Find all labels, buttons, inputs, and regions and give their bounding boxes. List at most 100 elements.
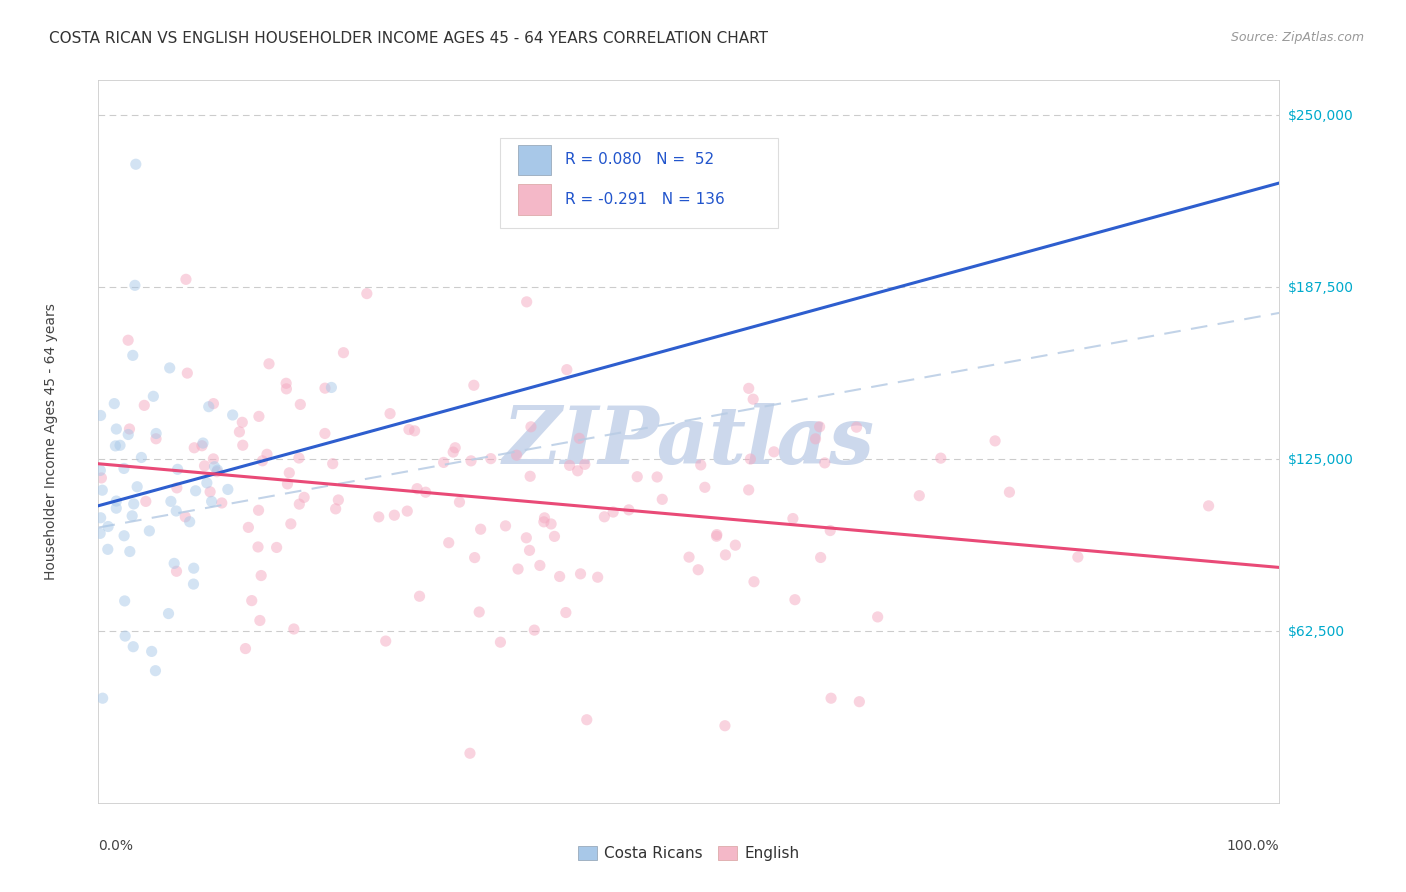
Point [356,286,378,301]
Point [602,505,624,519]
Point [145,426,167,441]
Point [105,494,128,508]
Point [191,436,214,450]
Point [221,408,243,422]
Point [121,348,143,362]
Point [292,491,315,505]
Point [197,400,219,414]
Point [228,425,250,439]
Point [593,509,616,524]
Point [533,515,555,529]
Point [179,515,201,529]
Point [205,465,228,479]
Point [464,550,486,565]
Point [276,376,298,391]
Point [706,527,728,541]
Point [114,594,136,608]
Point [406,482,429,496]
Point [117,427,139,442]
Point [463,378,485,392]
Point [689,458,711,472]
Point [820,691,842,706]
Point [568,431,591,445]
Point [506,562,529,576]
Point [135,494,157,508]
Point [195,475,218,490]
Point [288,450,311,465]
Point [142,389,165,403]
Point [520,419,543,434]
Point [122,640,145,654]
Point [290,397,312,411]
Point [211,496,233,510]
Point [378,407,401,421]
Point [332,345,354,359]
Point [90,510,112,524]
FancyBboxPatch shape [501,138,778,228]
Point [533,511,555,525]
Point [382,508,405,523]
Point [247,409,270,424]
Point [174,272,197,286]
Point [374,634,396,648]
Point [645,470,668,484]
Point [468,605,491,619]
Point [250,568,273,582]
Point [804,432,827,446]
Point [266,541,288,555]
Point [458,746,481,760]
Point [131,450,153,465]
Point [783,592,806,607]
Point [1067,549,1090,564]
Point [238,520,260,534]
Point [408,589,430,603]
Point [548,569,571,583]
Point [714,548,737,562]
Text: COSTA RICAN VS ENGLISH HOUSEHOLDER INCOME AGES 45 - 64 YEARS CORRELATION CHART: COSTA RICAN VS ENGLISH HOUSEHOLDER INCOM… [49,31,768,46]
Point [398,423,420,437]
Point [97,519,120,533]
Point [567,464,589,478]
Point [505,448,527,462]
Text: 100.0%: 100.0% [1227,838,1279,853]
Point [257,357,280,371]
Point [217,483,239,497]
Point [738,381,761,395]
Point [460,454,482,468]
Point [470,522,492,536]
Point [444,441,467,455]
Point [929,451,952,466]
Point [678,550,700,565]
Point [283,622,305,636]
Point [191,439,214,453]
Point [89,526,111,541]
Point [204,459,226,474]
Point [519,543,541,558]
Point [280,516,302,531]
Point [252,454,274,468]
Point [742,392,765,407]
Point [91,691,114,706]
Text: R = 0.080   N =  52: R = 0.080 N = 52 [565,153,714,168]
Point [1198,499,1220,513]
Point [998,485,1021,500]
Point [908,489,931,503]
Point [249,614,271,628]
Point [163,557,186,571]
Point [207,463,229,477]
Point [166,481,188,495]
Point [145,432,167,446]
Point [984,434,1007,448]
Point [165,504,187,518]
Point [247,540,270,554]
Point [231,415,253,429]
Point [125,157,148,171]
Point [134,398,156,412]
Point [127,480,149,494]
Point [141,644,163,658]
Point [160,494,183,508]
Point [714,719,737,733]
FancyBboxPatch shape [517,185,551,215]
Point [314,381,336,395]
Point [202,396,225,410]
